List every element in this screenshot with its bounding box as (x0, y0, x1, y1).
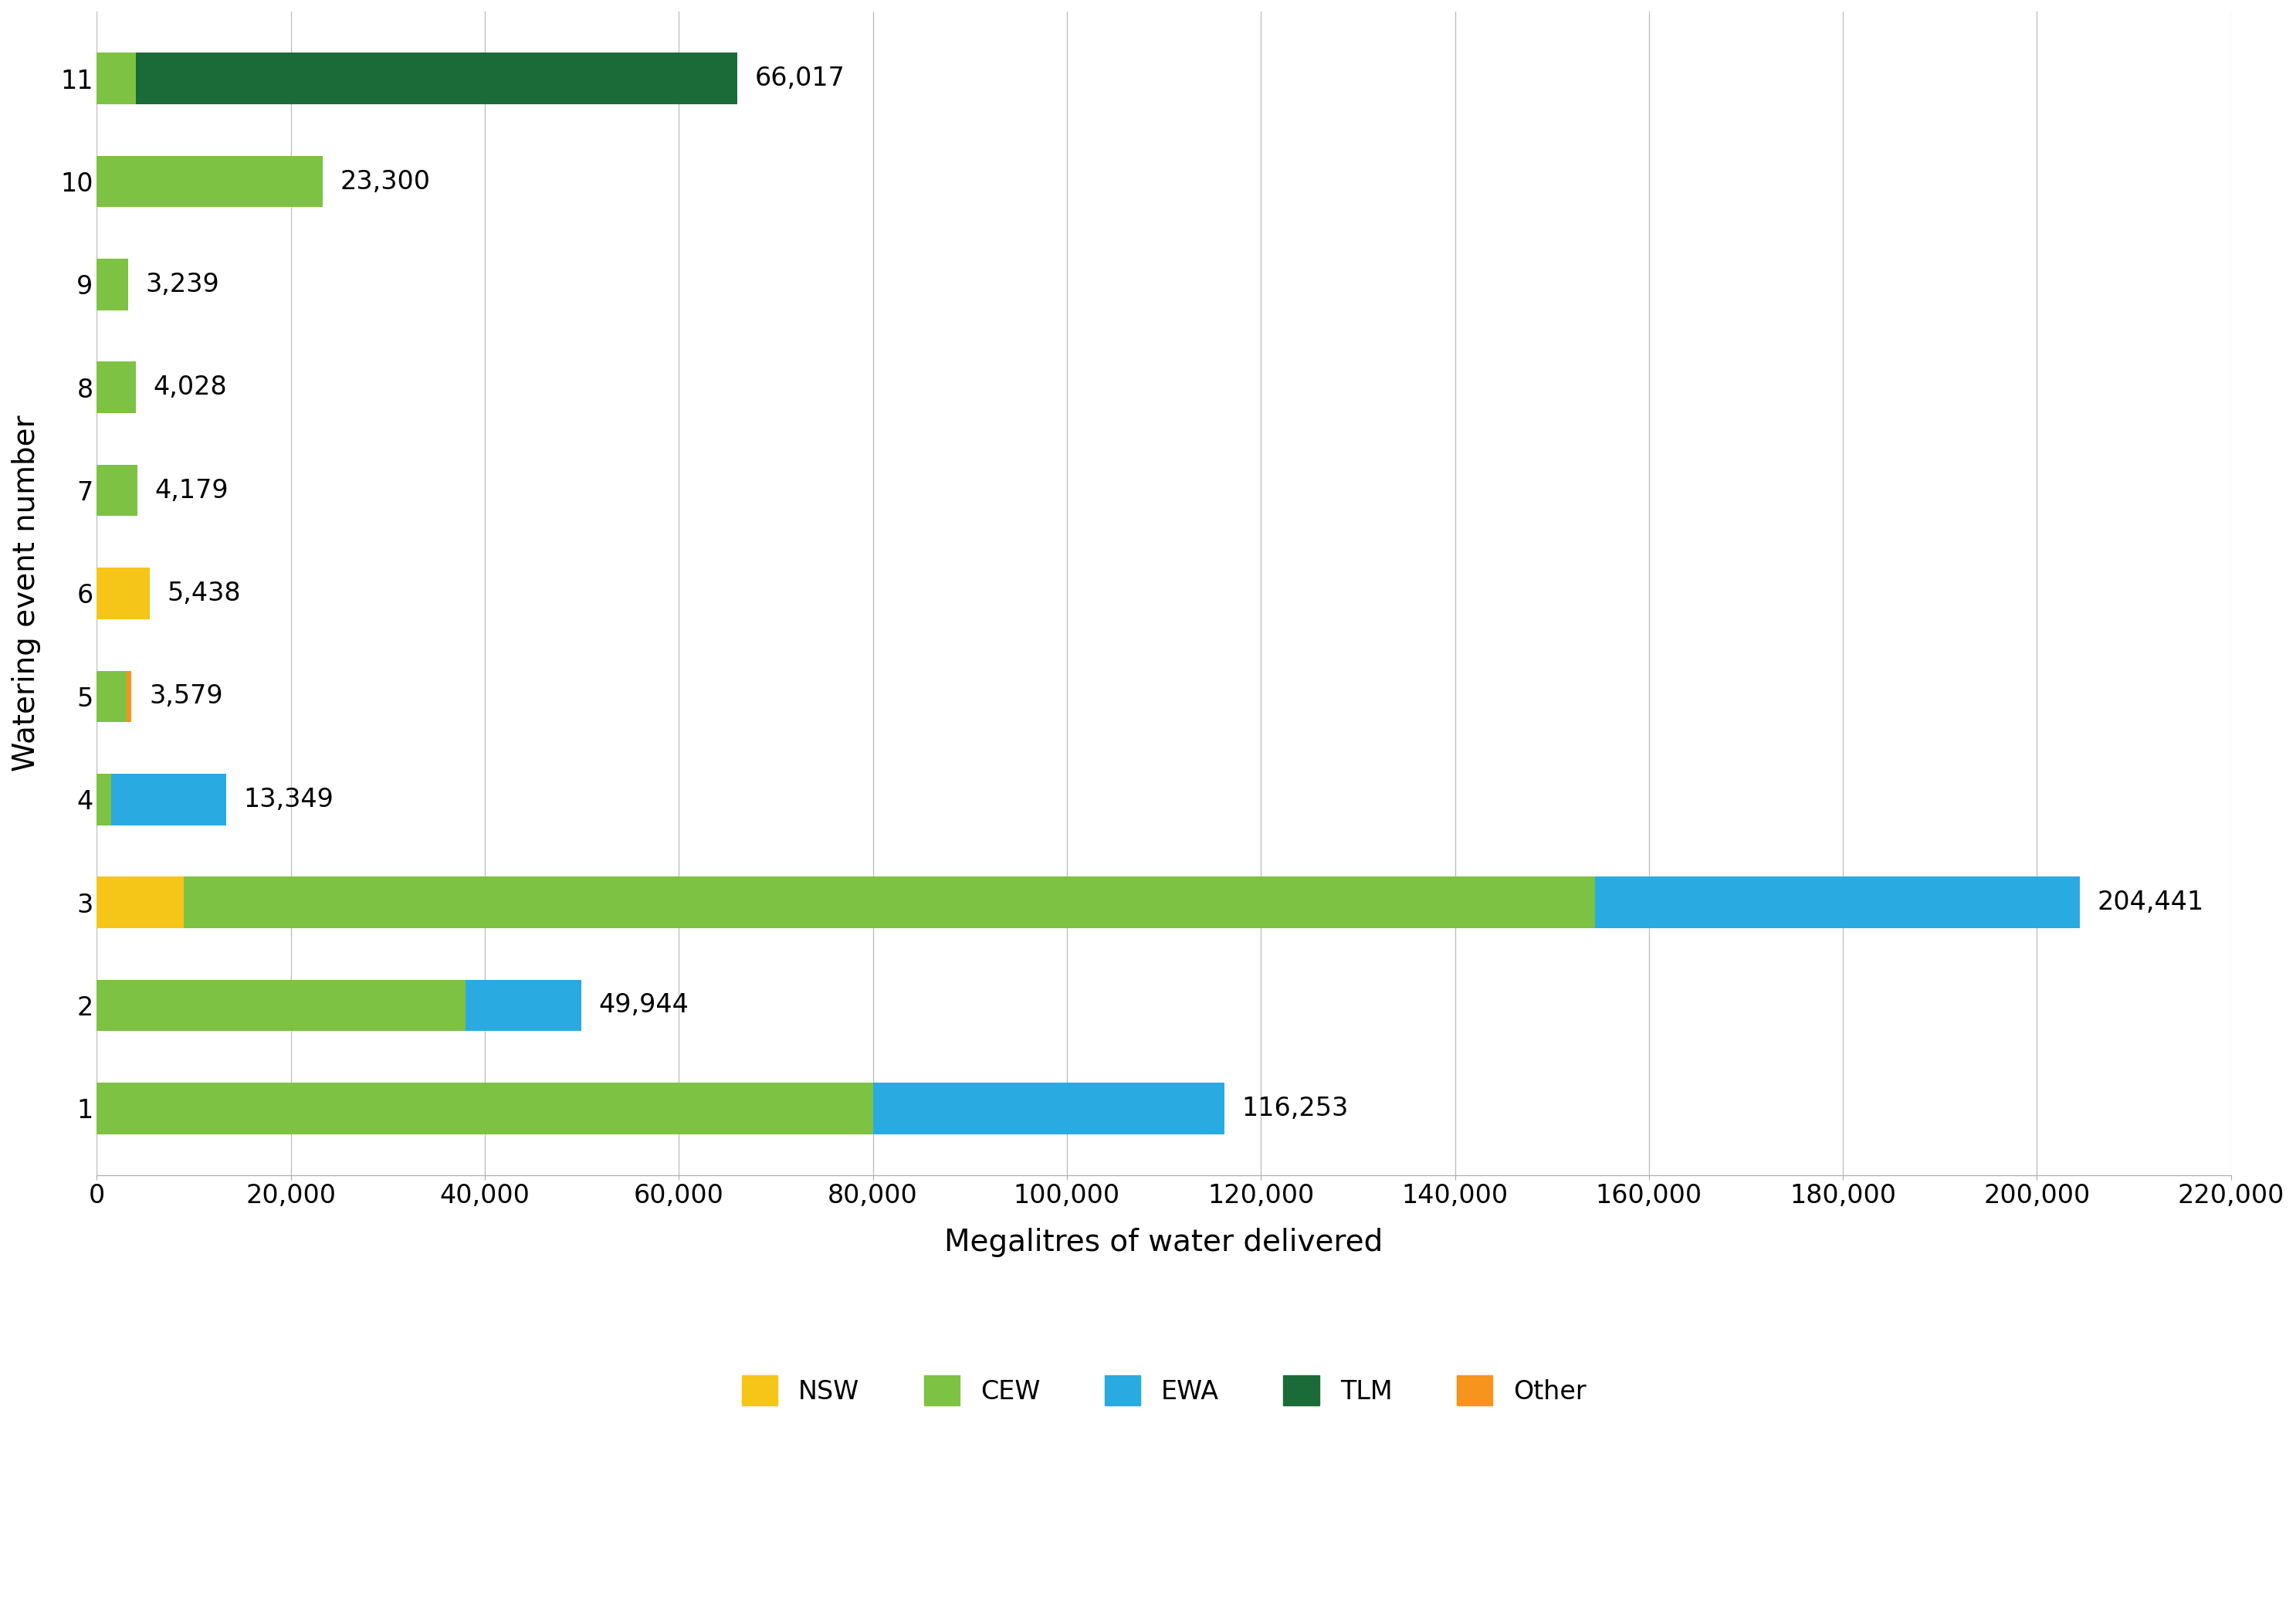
Bar (96, 670, 126, 722)
Legend: NSW, CEW, EWA, TLM, Other: NSW, CEW, EWA, TLM, Other (728, 1363, 1598, 1418)
Y-axis label: Watering event number: Watering event number (11, 414, 41, 771)
Text: 4,179: 4,179 (154, 478, 230, 502)
Bar (96, 568, 149, 619)
Bar (96, 155, 324, 208)
Text: 13,349: 13,349 (243, 787, 333, 813)
Bar (96, 979, 466, 1030)
Text: 116,253: 116,253 (1242, 1096, 1348, 1122)
Text: 5,438: 5,438 (168, 581, 241, 606)
Bar (184, 877, 1596, 928)
Bar (1596, 877, 2080, 928)
Text: 66,017: 66,017 (755, 66, 845, 91)
X-axis label: Megalitres of water delivered: Megalitres of water delivered (944, 1229, 1382, 1258)
Bar (96, 464, 138, 517)
Text: 3,579: 3,579 (149, 683, 223, 709)
Bar (96, 774, 110, 826)
Bar (96, 877, 184, 928)
Bar (96, 362, 135, 413)
Bar (126, 670, 131, 722)
Bar (110, 774, 227, 826)
Bar (872, 1083, 1224, 1134)
Text: 49,944: 49,944 (599, 992, 689, 1018)
Bar (96, 1083, 872, 1134)
Text: 23,300: 23,300 (340, 168, 432, 194)
Text: 204,441: 204,441 (2099, 890, 2204, 915)
Bar (96, 259, 129, 310)
Text: 3,239: 3,239 (145, 272, 220, 298)
Bar (96, 53, 135, 104)
Bar (135, 53, 737, 104)
Bar (466, 979, 581, 1030)
Text: 4,028: 4,028 (154, 374, 227, 400)
